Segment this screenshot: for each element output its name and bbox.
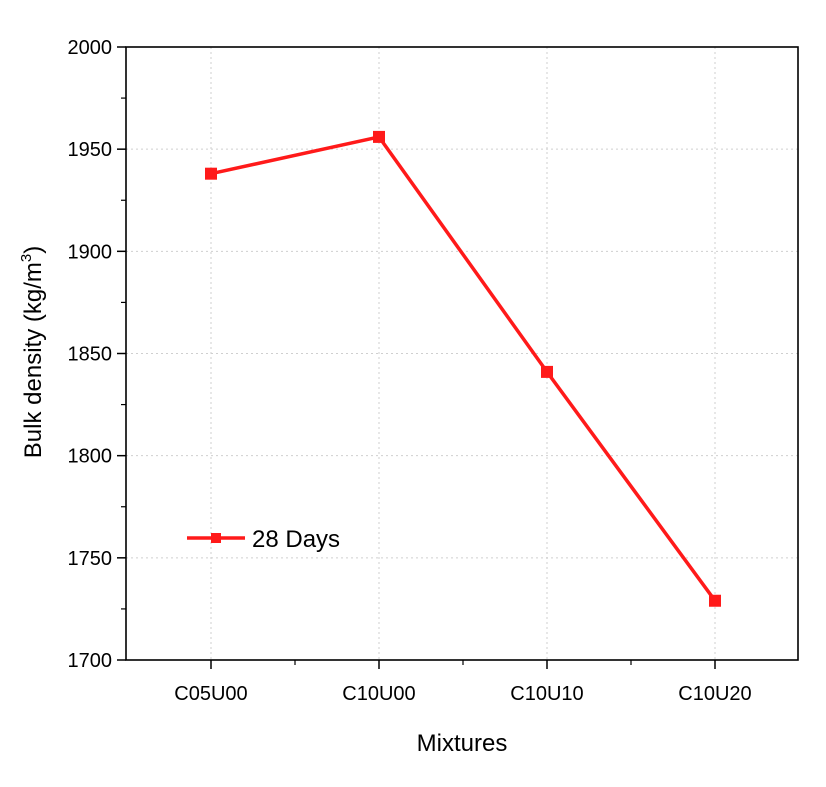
y-tick-label-0: 1700: [68, 650, 113, 672]
legend: 28 Days: [187, 526, 340, 553]
y-tick-label-4: 1900: [68, 241, 113, 263]
y-tick-label-1: 1750: [68, 548, 113, 570]
series-layer: [205, 130, 721, 607]
x-tick-label-3: C10U20: [678, 683, 751, 705]
gridlines: [126, 47, 798, 660]
data-point-0-3: [709, 594, 721, 607]
data-point-0-1: [373, 130, 385, 143]
x-axis: C05U00 C10U00 C10U10 C10U20: [174, 660, 752, 705]
y-axis-title-suffix: ): [20, 246, 47, 254]
y-axis-title-main: Bulk density (kg/m: [20, 262, 47, 458]
y-axis-title-superscript: 3: [18, 254, 35, 262]
series-line-0: [210, 135, 717, 602]
y-tick-label-2: 1800: [68, 446, 113, 468]
x-axis-title: Mixtures: [417, 730, 508, 757]
y-tick-label-3: 1850: [68, 344, 113, 366]
x-tick-label-2: C10U10: [510, 683, 583, 705]
legend-marker: [211, 533, 221, 543]
x-tick-label-0: C05U00: [174, 683, 247, 705]
y-axis-title: Bulk density (kg/m3): [18, 246, 47, 458]
data-point-0-0: [205, 167, 217, 180]
y-tick-label-6: 2000: [68, 37, 113, 59]
data-point-0-2: [541, 365, 553, 378]
y-tick-label-5: 1950: [68, 139, 113, 161]
legend-label: 28 Days: [252, 526, 340, 553]
y-axis: 1700 1750 1800 1850 1900 1950 2000: [68, 37, 126, 672]
x-tick-label-1: C10U00: [342, 683, 415, 705]
